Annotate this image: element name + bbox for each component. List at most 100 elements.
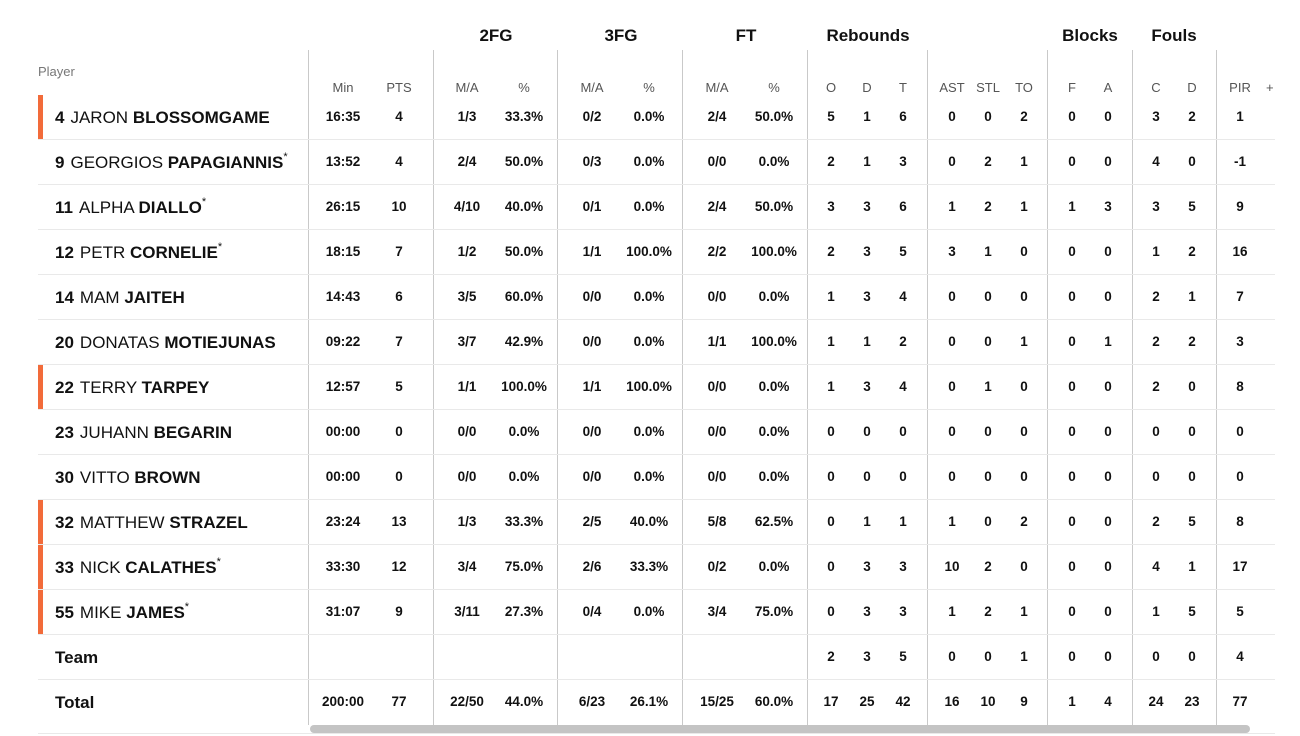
cell-fg3-pct: 0.0% xyxy=(633,199,665,214)
column-header-pts[interactable]: PTS xyxy=(386,80,412,95)
cell-ft-ma: 1/1 xyxy=(707,334,727,349)
player-last-name: PAPAGIANNIS xyxy=(167,153,284,172)
cell-fg3-pct: 0.0% xyxy=(633,469,665,484)
cell-reb-o: 2 xyxy=(827,649,835,664)
player-name[interactable]: 4 JARON BLOSSOMGAME xyxy=(55,108,270,128)
cell-ft-pct: 100.0% xyxy=(751,244,797,259)
cell-min: 12:57 xyxy=(325,379,361,394)
cell-stl: 0 xyxy=(984,424,992,439)
column-header-ft-pct[interactable]: % xyxy=(768,80,780,95)
cell-pir: 5 xyxy=(1236,604,1244,619)
cell-min: 00:00 xyxy=(325,424,361,439)
table-bottom-border xyxy=(38,733,1275,734)
column-header-blk-a[interactable]: A xyxy=(1103,80,1113,95)
column-header-ast[interactable]: AST xyxy=(939,80,965,95)
cell-fg3-ma: 2/6 xyxy=(582,559,602,574)
table-row[interactable]: 14 MAM JAITEH 14:43 6 3/5 60.0% 0/0 0.0% 0/0 0.0%… xyxy=(38,275,1275,320)
column-header-3fg-pct[interactable]: % xyxy=(643,80,655,95)
player-name[interactable]: 23 JUHANN BEGARIN xyxy=(55,423,232,443)
cell-blk-a: 0 xyxy=(1104,424,1112,439)
cell-reb-t: 3 xyxy=(899,604,907,619)
player-number: 12 xyxy=(55,243,74,262)
cell-pts: 0 xyxy=(395,469,403,484)
player-name[interactable]: 9 GEORGIOS PAPAGIANNIS* xyxy=(55,151,288,173)
table-row[interactable]: 11 ALPHA DIALLO* 26:15 10 4/10 40.0% 0/1 0.0% 2/… xyxy=(38,185,1275,230)
cell-foul-c: 2 xyxy=(1152,289,1160,304)
cell-to: 0 xyxy=(1020,469,1028,484)
cell-pts: 6 xyxy=(395,289,403,304)
column-header-reb-d[interactable]: D xyxy=(862,80,872,95)
cell-fg3-ma: 0/0 xyxy=(582,289,602,304)
cell-fg3-pct: 0.0% xyxy=(633,109,665,124)
cell-pts: 9 xyxy=(395,604,403,619)
cell-ft-ma: 0/0 xyxy=(707,154,727,169)
total-label: Total xyxy=(55,693,95,712)
cell-pir: 17 xyxy=(1232,559,1248,574)
cell-ast: 3 xyxy=(948,244,956,259)
player-first-name: ALPHA xyxy=(78,198,134,217)
column-header-3fg-ma[interactable]: M/A xyxy=(580,80,604,95)
player-name[interactable]: 14 MAM JAITEH xyxy=(55,288,185,308)
cell-reb-d: 1 xyxy=(863,109,871,124)
table-row[interactable]: 23 JUHANN BEGARIN 00:00 0 0/0 0.0% 0/0 0.0% 0/0 0… xyxy=(38,410,1275,455)
row-divider xyxy=(38,364,1275,365)
column-header-reb-o[interactable]: O xyxy=(825,80,837,95)
cell-foul-c: 2 xyxy=(1152,334,1160,349)
column-header-pir[interactable]: PIR xyxy=(1229,80,1251,95)
table-row[interactable]: 4 JARON BLOSSOMGAME 16:35 4 1/3 33.3% 0/2 0.0% 2… xyxy=(38,95,1275,140)
cell-blk-a: 0 xyxy=(1104,469,1112,484)
player-name[interactable]: 22 TERRY TARPEY xyxy=(55,378,209,398)
player-first-name: NICK xyxy=(79,558,121,577)
column-header-plus-minus[interactable]: + xyxy=(1266,80,1274,95)
cell-fg3-pct: 0.0% xyxy=(633,424,665,439)
row-divider xyxy=(38,589,1275,590)
column-header-2fg-pct[interactable]: % xyxy=(518,80,530,95)
player-name[interactable]: 32 MATTHEW STRAZEL xyxy=(55,513,248,533)
group-header-rebounds: Rebounds xyxy=(826,26,910,45)
player-name[interactable]: 30 VITTO BROWN xyxy=(55,468,201,488)
table-row[interactable]: 32 MATTHEW STRAZEL 23:24 13 1/3 33.3% 2/5 40.0%… xyxy=(38,500,1275,545)
team-row: Team 2 3 5 0 0 1 0 0 0 0 4 xyxy=(38,635,1275,680)
table-row[interactable]: 20 DONATAS MOTIEJUNAS 09:22 7 3/7 42.9% 0/0 0.0… xyxy=(38,320,1275,365)
column-header-blk-f[interactable]: F xyxy=(1068,80,1076,95)
player-first-name: JARON xyxy=(70,108,129,127)
table-row[interactable]: 30 VITTO BROWN 00:00 0 0/0 0.0% 0/0 0.0% 0/0 0.0%… xyxy=(38,455,1275,500)
cell-reb-o: 1 xyxy=(827,289,835,304)
column-header-ft-ma[interactable]: M/A xyxy=(705,80,729,95)
player-last-name: JAITEH xyxy=(124,288,185,307)
player-name[interactable]: 11 ALPHA DIALLO* xyxy=(55,196,207,218)
cell-ast: 0 xyxy=(948,424,956,439)
cell-reb-o: 0 xyxy=(827,424,835,439)
cell-reb-d: 3 xyxy=(863,559,871,574)
cell-reb-t: 0 xyxy=(899,424,907,439)
column-header-stl[interactable]: STL xyxy=(976,80,1000,95)
player-number: 32 xyxy=(55,513,74,532)
column-header-player[interactable]: Player xyxy=(38,64,75,79)
cell-blk-f: 0 xyxy=(1068,334,1076,349)
cell-stl: 1 xyxy=(984,379,992,394)
player-name[interactable]: 33 NICK CALATHES* xyxy=(55,556,221,578)
table-row[interactable]: 9 GEORGIOS PAPAGIANNIS* 13:52 4 2/4 50.0% 0/3 0… xyxy=(38,140,1275,185)
table-row[interactable]: 12 PETR CORNELIE* 18:15 7 1/2 50.0% 1/1 100.0% 2… xyxy=(38,230,1275,275)
table-row[interactable]: 33 NICK CALATHES* 33:30 12 3/4 75.0% 2/6 33.3% 0… xyxy=(38,545,1275,590)
column-header-foul-c[interactable]: C xyxy=(1151,80,1161,95)
player-name[interactable]: 12 PETR CORNELIE* xyxy=(55,241,222,263)
column-header-foul-d[interactable]: D xyxy=(1187,80,1197,95)
column-divider xyxy=(1216,50,1217,725)
cell-foul-c: 0 xyxy=(1152,424,1160,439)
cell-pts: 4 xyxy=(395,154,403,169)
player-star-marker: * xyxy=(201,196,207,208)
player-name[interactable]: 55 MIKE JAMES* xyxy=(55,601,189,623)
table-row[interactable]: 55 MIKE JAMES* 31:07 9 3/11 27.3% 0/4 0.0% 3/4 75… xyxy=(38,590,1275,635)
column-header-reb-t[interactable]: T xyxy=(899,80,907,95)
starter-marker xyxy=(38,545,43,589)
column-header-to[interactable]: TO xyxy=(1015,80,1033,95)
team-label: Team xyxy=(55,648,99,667)
table-row[interactable]: 22 TERRY TARPEY 12:57 5 1/1 100.0% 1/1 100.0% 0/… xyxy=(38,365,1275,410)
player-name[interactable]: 20 DONATAS MOTIEJUNAS xyxy=(55,333,276,353)
cell-reb-o: 0 xyxy=(827,469,835,484)
column-header-2fg-ma[interactable]: M/A xyxy=(455,80,479,95)
cell-ast: 0 xyxy=(948,469,956,484)
column-header-min[interactable]: Min xyxy=(332,80,354,95)
scrollbar-thumb[interactable] xyxy=(310,725,1250,733)
